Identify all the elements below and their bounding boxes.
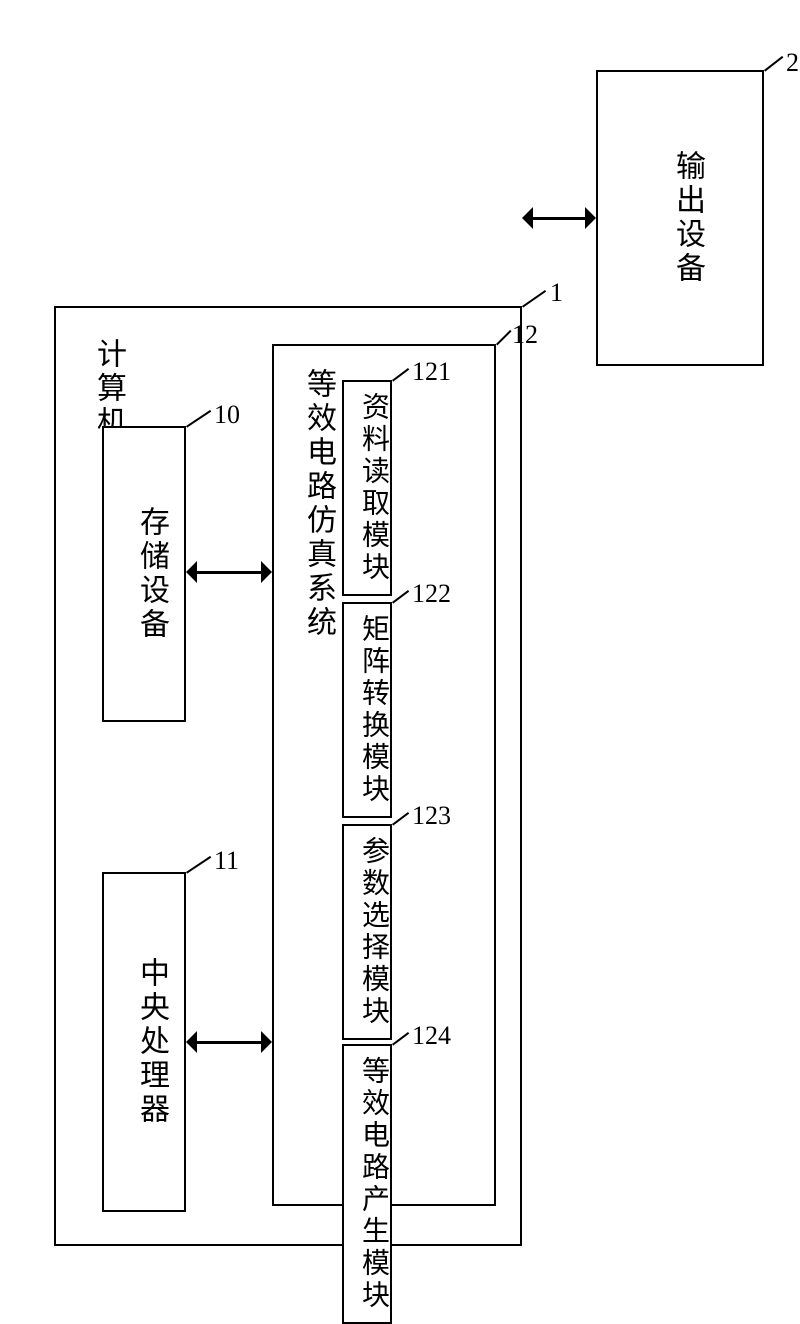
output-label: 输出设备 xyxy=(665,150,709,286)
output-ref: 2 xyxy=(786,48,799,78)
cpu-ref: 11 xyxy=(214,846,239,876)
computer-ref: 1 xyxy=(550,278,563,308)
module1-ref: 121 xyxy=(412,357,451,387)
module2-ref: 122 xyxy=(412,579,451,609)
storage-ref: 10 xyxy=(214,400,240,430)
module3-label: 参数选择模块 xyxy=(353,836,393,1028)
module4-ref: 124 xyxy=(412,1021,451,1051)
computer-label: 计算机 xyxy=(86,338,130,440)
block-diagram: 计算机 1 存储设备 10 中央处理器 11 等效电路仿真系统 12 资料读取模块 121 矩阵转换… xyxy=(0,0,800,1317)
leader-line xyxy=(764,56,783,71)
sim-system-ref: 12 xyxy=(512,320,538,350)
storage-label: 存储设备 xyxy=(129,506,173,642)
arrow-storage-sim xyxy=(186,561,272,583)
leader-line xyxy=(522,290,546,307)
module4-label: 等效电路产生模块 xyxy=(353,1056,393,1312)
arrow-computer-output xyxy=(522,207,596,229)
sim-system-label: 等效电路仿真系统 xyxy=(296,368,340,640)
module1-label: 资料读取模块 xyxy=(353,392,393,584)
module2-label: 矩阵转换模块 xyxy=(353,614,393,806)
cpu-label: 中央处理器 xyxy=(129,957,173,1127)
arrow-cpu-sim xyxy=(186,1031,272,1053)
module3-ref: 123 xyxy=(412,801,451,831)
